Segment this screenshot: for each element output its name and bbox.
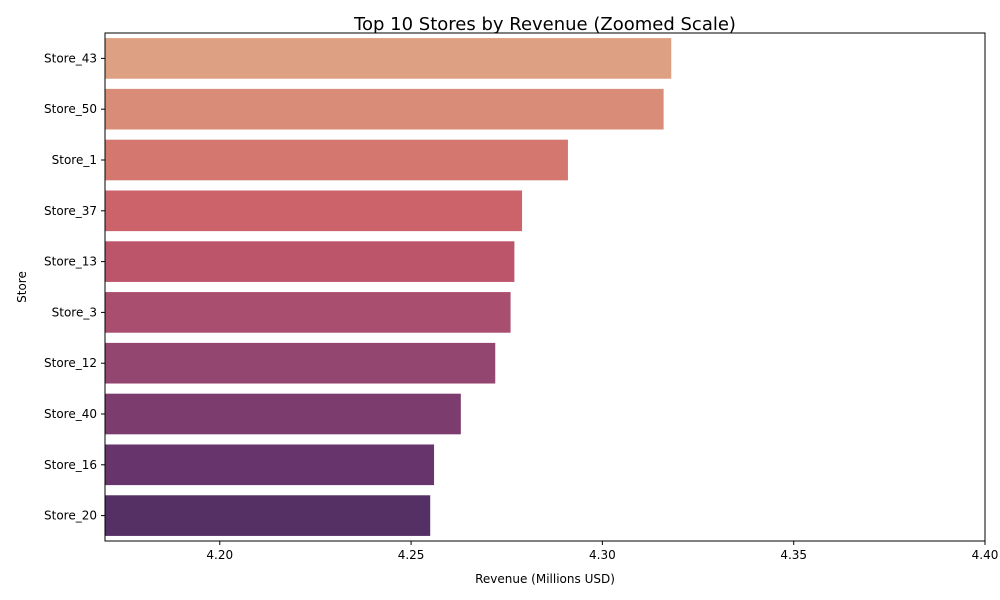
x-tick-label: 4.25	[398, 548, 425, 562]
bar-store-37	[105, 190, 523, 232]
y-axis-label: Store	[15, 271, 29, 303]
bar-store-16	[105, 444, 435, 486]
y-tick-label: Store_20	[44, 509, 97, 523]
y-tick-label: Store_12	[44, 356, 97, 370]
bar-store-3	[105, 292, 511, 333]
bar-store-12	[105, 342, 496, 384]
y-tick-label: Store_1	[52, 153, 97, 167]
y-tick-label: Store_43	[44, 51, 97, 65]
x-tick-label: 4.40	[972, 548, 999, 562]
x-tick-label: 4.35	[780, 548, 807, 562]
bar-store-43	[105, 38, 672, 79]
bar-store-40	[105, 393, 461, 435]
bars-group	[105, 38, 672, 536]
y-tick-label: Store_16	[44, 458, 97, 472]
chart-title: Top 10 Stores by Revenue (Zoomed Scale)	[353, 14, 736, 35]
bar-store-13	[105, 241, 515, 282]
y-tick-label: Store_40	[44, 407, 97, 421]
y-tick-label: Store_37	[44, 204, 97, 218]
bar-store-20	[105, 495, 431, 536]
y-tick-label: Store_50	[44, 102, 97, 116]
x-axis-label: Revenue (Millions USD)	[475, 572, 615, 586]
y-tick-label: Store_13	[44, 255, 97, 269]
bar-store-1	[105, 139, 568, 181]
y-axis-ticks: Store_43 Store_50 Store_1 Store_37 Store_13 S…	[44, 51, 105, 523]
x-axis-ticks: 4.20 4.25 4.30 4.35 4.40	[206, 541, 998, 562]
x-tick-label: 4.30	[589, 548, 616, 562]
y-tick-label: Store_3	[52, 305, 97, 319]
bar-store-50	[105, 88, 664, 130]
x-tick-label: 4.20	[206, 548, 233, 562]
plot-frame	[104, 32, 986, 542]
